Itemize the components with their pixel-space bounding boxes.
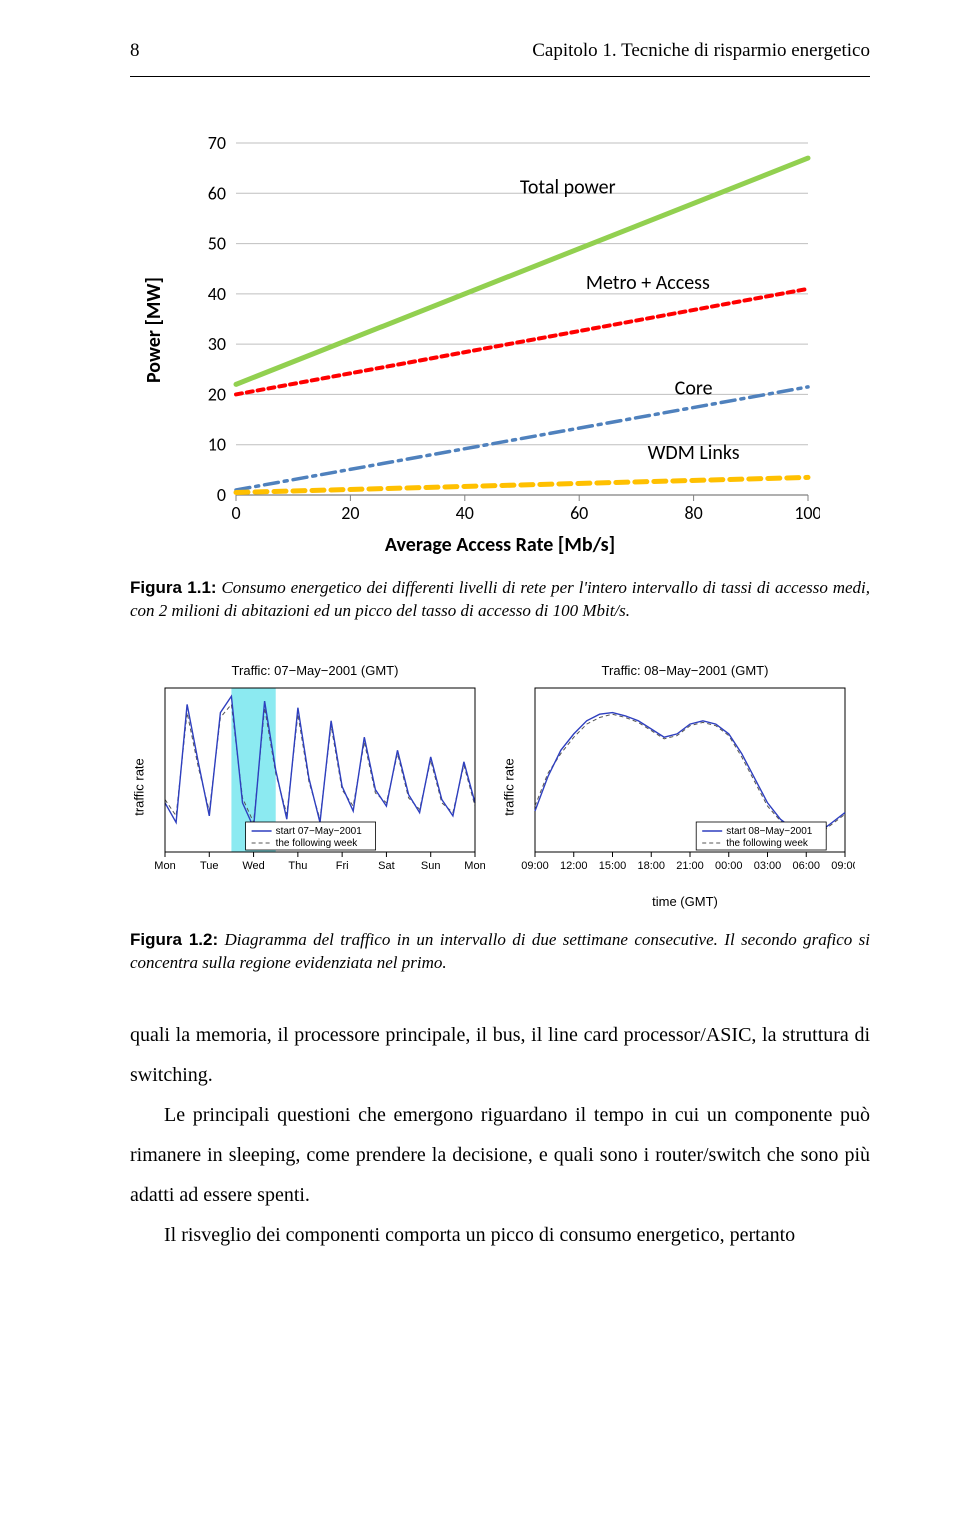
caption-1-2-lead: Figura 1.2: (130, 930, 218, 949)
svg-text:60: 60 (208, 182, 226, 204)
page-number: 8 (130, 40, 140, 62)
svg-text:100: 100 (794, 502, 820, 524)
svg-text:40: 40 (456, 502, 474, 524)
fig2-right-ylabel: traffic rate (502, 758, 517, 816)
svg-text:70: 70 (208, 135, 226, 154)
svg-text:60: 60 (570, 502, 588, 524)
fig2-right-svg: 09:00 12:00 15:00 18:00 21:00 00:00 03:00 06:00… (515, 682, 855, 892)
svg-text:40: 40 (208, 283, 226, 305)
svg-text:Mon: Mon (154, 860, 175, 872)
svg-text:03:00: 03:00 (754, 860, 782, 872)
chapter-title: Capitolo 1. Tecniche di risparmio energe… (532, 40, 870, 62)
svg-text:Tue: Tue (200, 860, 219, 872)
fig1-xlabel: Average Access Rate [Mb/s] (385, 533, 615, 557)
svg-text:12:00: 12:00 (560, 860, 588, 872)
svg-text:21:00: 21:00 (676, 860, 704, 872)
fig2-right-title: Traffic: 08−May−2001 (GMT) (515, 663, 855, 678)
fig2-right-xlabel: time (GMT) (515, 894, 855, 909)
svg-text:0: 0 (231, 502, 240, 524)
svg-text:30: 30 (208, 333, 226, 355)
fig2-left-ylabel: traffic rate (132, 758, 147, 816)
running-header: 8 Capitolo 1. Tecniche di risparmio ener… (130, 40, 870, 62)
body-p1: quali la memoria, il processore principa… (130, 1015, 870, 1095)
fig1-ylabel: Power [MW] (142, 277, 166, 383)
svg-text:Sat: Sat (378, 860, 395, 872)
caption-1-1-text: Consumo energetico dei differenti livell… (130, 578, 870, 620)
fig2-left-title: Traffic: 07−May−2001 (GMT) (145, 663, 485, 678)
svg-text:09:00: 09:00 (521, 860, 549, 872)
svg-text:Metro + Access: Metro + Access (586, 271, 710, 295)
figure-1-1: Power [MW] Average Access Rate [Mb/s] 10… (180, 135, 820, 525)
fig2-left: Traffic: 07−May−2001 (GMT) traffic rate … (145, 663, 485, 909)
body-p2: Le principali questioni che emergono rig… (130, 1095, 870, 1215)
svg-text:20: 20 (341, 502, 359, 524)
svg-text:50: 50 (208, 233, 226, 255)
figure-1-2: Traffic: 07−May−2001 (GMT) traffic rate … (130, 663, 870, 909)
svg-text:Wed: Wed (242, 860, 264, 872)
svg-text:Thu: Thu (288, 860, 307, 872)
fig2-left-svg: Mon Tue Wed Thu Fri Sat Sun Mon start 07−May−200… (145, 682, 485, 892)
caption-1-2: Figura 1.2: Diagramma del traffico in un… (130, 929, 870, 975)
svg-text:start 07−May−2001: start 07−May−2001 (276, 826, 363, 837)
svg-text:start 08−May−2001: start 08−May−2001 (726, 826, 813, 837)
svg-text:15:00: 15:00 (599, 860, 627, 872)
svg-text:Total power: Total power (520, 175, 616, 199)
fig2-right: Traffic: 08−May−2001 (GMT) traffic rate … (515, 663, 855, 909)
svg-text:18:00: 18:00 (637, 860, 665, 872)
svg-text:Mon: Mon (464, 860, 485, 872)
svg-text:80: 80 (684, 502, 702, 524)
svg-text:Sun: Sun (421, 860, 441, 872)
svg-text:06:00: 06:00 (792, 860, 820, 872)
svg-text:09:00: 09:00 (831, 860, 855, 872)
body-text: quali la memoria, il processore principa… (130, 1015, 870, 1255)
svg-text:the following week: the following week (726, 838, 809, 849)
caption-1-1-lead: Figura 1.1: (130, 578, 217, 597)
body-p3: Il risveglio dei componenti comporta un … (130, 1215, 870, 1255)
svg-text:20: 20 (208, 383, 226, 405)
svg-text:0: 0 (217, 484, 226, 506)
svg-text:the following week: the following week (276, 838, 359, 849)
svg-text:Fri: Fri (336, 860, 349, 872)
caption-1-1: Figura 1.1: Consumo energetico dei diffe… (130, 577, 870, 623)
svg-text:00:00: 00:00 (715, 860, 743, 872)
svg-text:Core: Core (675, 376, 713, 400)
svg-text:WDM Links: WDM Links (648, 441, 740, 465)
header-rule (130, 76, 870, 77)
caption-1-2-text: Diagramma del traffico in un intervallo … (130, 930, 870, 972)
svg-text:10: 10 (208, 434, 226, 456)
fig1-chart-svg: 10 20 30 40 50 60 70 00 20 40 60 80 100 Total power Me… (180, 135, 820, 525)
